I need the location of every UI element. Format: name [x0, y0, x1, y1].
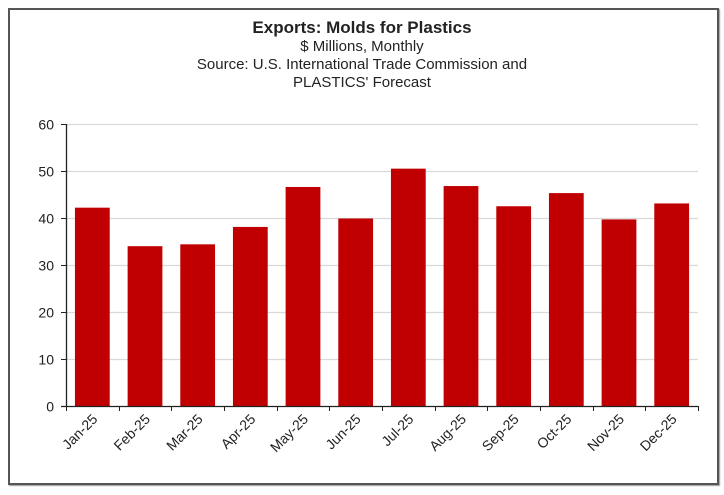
y-tick-label: 10	[38, 352, 54, 368]
x-tick-label: Apr-25	[217, 411, 258, 452]
y-tick-label: 30	[38, 258, 54, 274]
bar-aug-25	[443, 186, 479, 406]
x-tick-label: Aug-25	[426, 411, 469, 454]
x-tick-label: Jan-25	[59, 411, 101, 453]
x-tick-label: Sep-25	[479, 411, 522, 454]
gridlines	[66, 123, 698, 361]
x-tick-labels: Jan-25 Feb-25 Mar-25 Apr-25 May-25 Jun-25 Jul-…	[59, 411, 680, 455]
x-tick-label: Nov-25	[584, 411, 627, 454]
bar-jun-25	[338, 218, 374, 406]
y-tick-labels: 0 10 20 30 40 50 60	[38, 117, 54, 415]
y-tick-label: 40	[38, 211, 54, 227]
bar-jan-25	[74, 207, 110, 406]
bar-apr-25	[232, 226, 268, 406]
bar-jul-25	[390, 168, 426, 406]
x-tick-label: May-25	[267, 411, 311, 455]
x-tick-label: Mar-25	[163, 411, 206, 454]
x-tick-label: Jun-25	[322, 411, 364, 453]
chart-subtitle-line-1: $ Millions, Monthly	[300, 38, 424, 55]
bar-sep-25	[496, 206, 532, 406]
x-tick-label: Oct-25	[533, 411, 574, 452]
chart-title-block: Exports: Molds for Plastics $ Millions, …	[0, 18, 724, 92]
bar-feb-25	[127, 246, 163, 406]
bar-dec-25	[654, 203, 690, 406]
chart-subtitle-line-3: PLASTICS' Forecast	[293, 74, 431, 91]
y-tick-label: 60	[38, 117, 54, 133]
bar-mar-25	[180, 244, 216, 406]
y-tick-label: 0	[46, 399, 54, 415]
bar-nov-25	[601, 219, 637, 406]
bar-oct-25	[548, 193, 584, 406]
x-tick-label: Feb-25	[110, 411, 153, 454]
y-tick-label: 50	[38, 164, 54, 180]
axes	[61, 124, 699, 411]
x-tick-label: Dec-25	[637, 411, 680, 454]
bars	[74, 168, 690, 406]
y-tick-label: 20	[38, 305, 54, 321]
x-tick-label: Jul-25	[378, 411, 416, 449]
chart-title: Exports: Molds for Plastics	[252, 18, 472, 37]
chart-subtitle-line-2: Source: U.S. International Trade Commiss…	[196, 56, 528, 73]
bar-may-25	[285, 186, 321, 406]
